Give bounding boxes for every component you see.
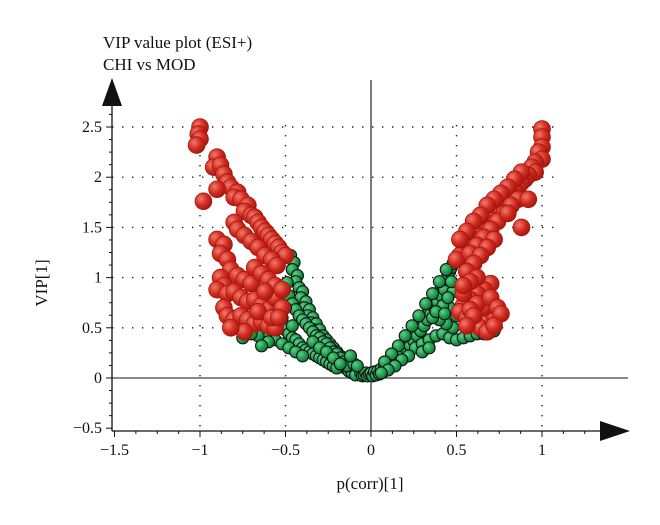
y-tick-label: 0.5 xyxy=(82,320,102,337)
high-vip-point xyxy=(485,316,503,335)
high-vip-point xyxy=(498,204,517,223)
y-tick-label: 2.5 xyxy=(82,119,102,136)
high-vip-point xyxy=(269,308,288,327)
low-vip-point xyxy=(439,263,453,277)
scatter-points xyxy=(187,118,551,383)
x-tick-label: −0.5 xyxy=(271,442,300,459)
low-vip-point xyxy=(350,359,364,373)
y-axis-title: VIP[1] xyxy=(32,259,51,306)
low-vip-point xyxy=(426,287,440,301)
low-vip-point xyxy=(333,357,347,371)
x-tick-label: 0.5 xyxy=(447,442,467,459)
chart-subtitle: CHI vs MOD xyxy=(103,55,196,74)
low-vip-point xyxy=(422,341,436,355)
y-tick-label: 2 xyxy=(94,169,102,186)
x-tick-label: 1 xyxy=(538,442,546,459)
y-tick-label: 1 xyxy=(94,270,102,287)
high-vip-point xyxy=(273,280,291,299)
x-tick-label: 0 xyxy=(367,442,375,459)
low-vip-point xyxy=(419,297,433,311)
high-vip-point xyxy=(208,180,226,199)
axes xyxy=(102,78,630,441)
low-vip-point xyxy=(398,329,412,343)
low-vip-point xyxy=(412,309,426,323)
y-axis-arrow xyxy=(102,78,122,106)
x-axis-arrow xyxy=(600,421,630,441)
high-vip-point xyxy=(512,218,531,237)
low-vip-point xyxy=(437,307,452,321)
chart-title: VIP value plot (ESI+) xyxy=(103,33,252,52)
high-vip-point xyxy=(268,256,286,275)
x-tick-label: −1.5 xyxy=(100,442,129,459)
high-vip-point xyxy=(519,190,538,209)
low-vip-point xyxy=(285,319,299,333)
low-vip-point xyxy=(441,291,455,305)
high-vip-point xyxy=(187,136,206,154)
low-vip-point xyxy=(343,349,358,363)
y-tick-label: −0.5 xyxy=(73,420,102,437)
low-vip-point xyxy=(296,349,310,363)
x-tick-label: −1 xyxy=(191,442,208,459)
high-vip-point xyxy=(451,230,469,249)
tick-labels: −0.5 0 0.5 1 1.5 2 2.5 −1.5 −1 −0.5 0 0.5 1 xyxy=(73,119,546,459)
y-tick-label: 0 xyxy=(94,370,102,387)
low-vip-point xyxy=(432,275,446,289)
high-vip-point xyxy=(457,316,476,335)
low-vip-point xyxy=(405,319,419,333)
high-vip-point xyxy=(454,276,473,295)
high-vip-point xyxy=(194,192,213,211)
low-vip-point xyxy=(374,366,388,380)
y-tick-label: 1.5 xyxy=(82,219,102,236)
low-vip-point xyxy=(255,339,269,353)
x-axis-title: p(corr)[1] xyxy=(336,474,403,493)
high-vip-point xyxy=(221,318,240,337)
high-vip-point xyxy=(256,282,274,301)
